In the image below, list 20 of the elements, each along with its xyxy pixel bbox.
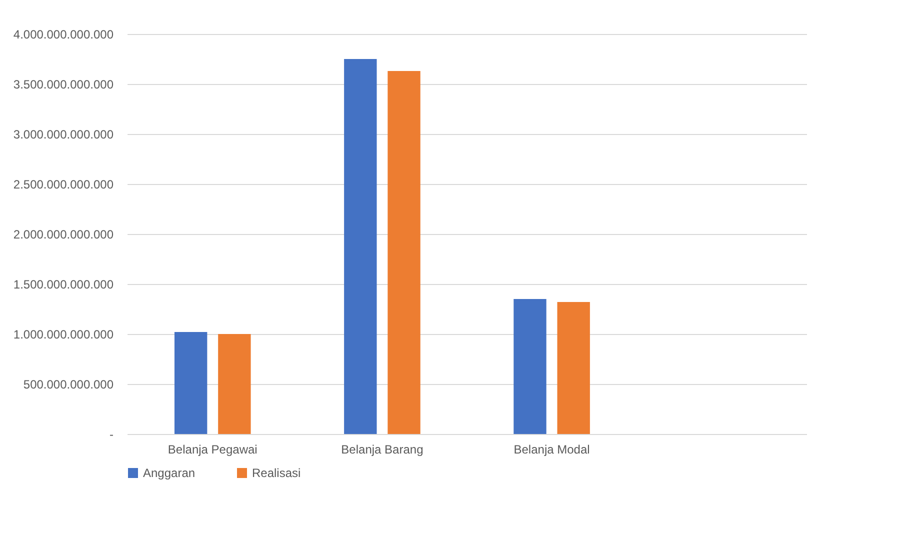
y-tick-label: - bbox=[110, 428, 114, 442]
bar bbox=[388, 71, 420, 434]
y-tick-label: 4.000.000.000.000 bbox=[13, 28, 114, 42]
bar bbox=[514, 299, 546, 434]
y-tick-label: 3.500.000.000.000 bbox=[13, 78, 114, 92]
bar bbox=[218, 334, 251, 434]
y-tick-label: 2.000.000.000.000 bbox=[13, 228, 114, 242]
y-tick-label: 500.000.000.000 bbox=[23, 378, 114, 392]
y-tick-label: 3.000.000.000.000 bbox=[13, 128, 114, 142]
y-tick-label: 1.000.000.000.000 bbox=[13, 328, 114, 342]
y-tick-label: 1.500.000.000.000 bbox=[13, 278, 114, 292]
x-tick-label: Belanja Modal bbox=[514, 442, 590, 456]
y-tick-label: 2.500.000.000.000 bbox=[13, 178, 114, 192]
legend-label: Realisasi bbox=[252, 466, 301, 480]
legend-label: Anggaran bbox=[143, 466, 196, 480]
x-tick-label: Belanja Pegawai bbox=[168, 442, 258, 456]
bar bbox=[557, 302, 590, 434]
x-tick-label: Belanja Barang bbox=[341, 442, 424, 456]
bar bbox=[174, 332, 208, 434]
bar bbox=[344, 59, 377, 434]
